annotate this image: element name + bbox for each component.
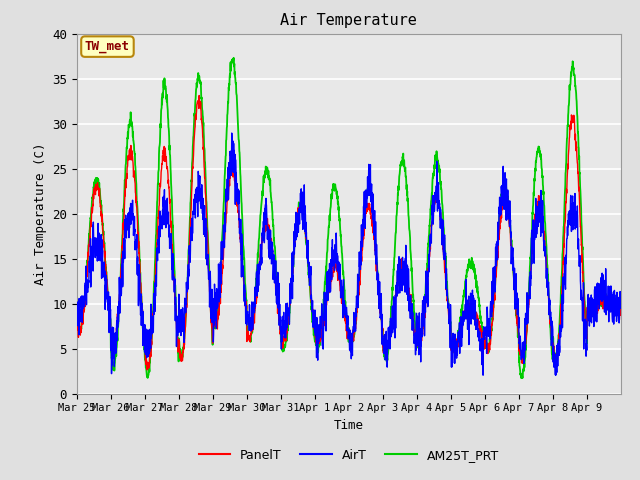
AM25T_PRT [73,319,81,325]
PanelT [610,295,618,300]
PanelT [143,367,151,373]
PanelT [382,351,390,357]
PanelT [513,320,521,326]
PanelT [617,310,625,315]
AirT [73,314,81,320]
X-axis label: Time: Time [334,419,364,432]
AM25T_PRT [544,268,552,274]
Line: PanelT: PanelT [77,96,621,370]
AM25T_PRT [230,55,237,60]
AM25T_PRT [610,300,618,306]
AM25T_PRT [127,122,135,128]
AirT [513,305,521,311]
PanelT [195,93,203,98]
Line: AirT: AirT [77,133,621,375]
AM25T_PRT [617,307,625,313]
PanelT [127,150,135,156]
AirT [228,130,236,136]
PanelT [73,312,81,318]
AM25T_PRT [381,353,389,359]
Title: Air Temperature: Air Temperature [280,13,417,28]
Legend: PanelT, AirT, AM25T_PRT: PanelT, AirT, AM25T_PRT [194,444,504,467]
AirT [544,280,552,286]
AirT [127,208,135,214]
AirT [617,297,625,302]
Line: AM25T_PRT: AM25T_PRT [77,58,621,378]
AirT [245,314,253,320]
AM25T_PRT [245,334,253,340]
AirT [610,289,618,295]
AirT [381,354,389,360]
PanelT [245,333,253,338]
Y-axis label: Air Temperature (C): Air Temperature (C) [33,143,47,285]
AM25T_PRT [518,375,525,381]
AM25T_PRT [513,315,520,321]
AirT [479,372,487,378]
PanelT [544,280,552,286]
Text: TW_met: TW_met [85,40,130,53]
